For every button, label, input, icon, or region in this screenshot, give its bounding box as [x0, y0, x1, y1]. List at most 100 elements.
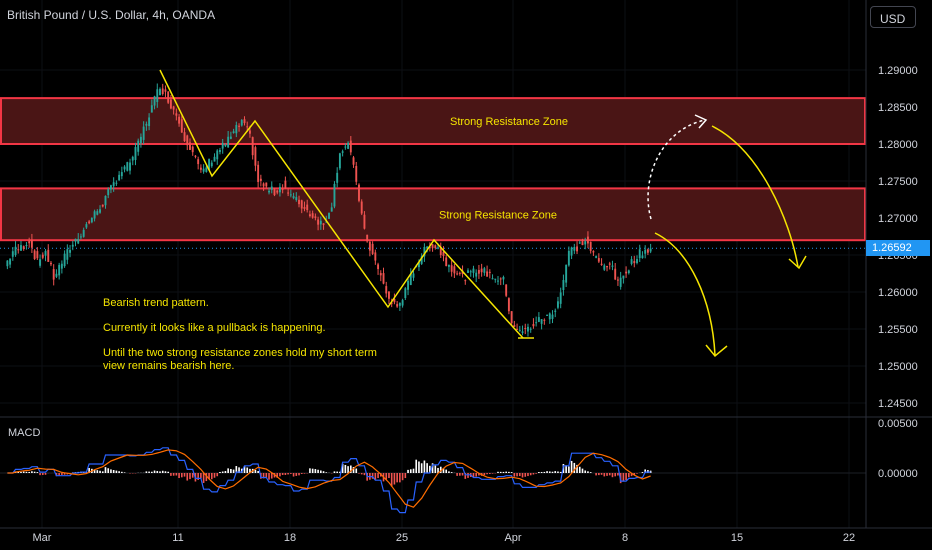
- currency-button[interactable]: USD: [870, 6, 916, 28]
- candle-body: [265, 182, 268, 187]
- candle-body: [134, 147, 137, 160]
- arrow-head-down: [705, 344, 728, 358]
- candle-body: [325, 221, 328, 223]
- candle-body: [300, 200, 303, 209]
- time-tick-label: 11: [172, 532, 183, 544]
- candle-body: [238, 125, 241, 127]
- resistance-zones: Strong Resistance Zone Strong Resistance …: [0, 97, 866, 249]
- candle-body: [268, 190, 270, 193]
- candle-body: [510, 311, 513, 324]
- candle-body: [551, 314, 554, 319]
- candle-body: [649, 248, 652, 252]
- candle-body: [319, 220, 322, 225]
- candle-body: [497, 280, 499, 282]
- candle-body: [20, 245, 22, 251]
- price-tick-label: 1.26000: [878, 287, 918, 299]
- candle-body: [467, 270, 469, 273]
- resistance-zone-label: Strong Resistance Zone: [450, 116, 568, 128]
- candle-body: [379, 273, 382, 276]
- candlestick-series: [6, 83, 652, 337]
- candle-body: [169, 99, 172, 109]
- candle-body: [548, 313, 551, 320]
- candle-body: [39, 259, 42, 266]
- candle-body: [30, 239, 33, 248]
- candle-body: [396, 304, 399, 307]
- price-tick-label: 1.28000: [878, 139, 918, 151]
- candle-body: [431, 244, 434, 249]
- candle-body: [366, 234, 369, 242]
- candle-body: [213, 156, 216, 162]
- macd-panel: [0, 447, 866, 514]
- candle-body: [494, 278, 497, 280]
- arrow-head-up: [694, 114, 708, 129]
- candle-body: [52, 269, 55, 280]
- candle-body: [229, 136, 232, 139]
- candle-body: [374, 252, 377, 261]
- candle-body: [437, 247, 439, 249]
- candle-body: [311, 213, 314, 218]
- candle-body: [388, 291, 390, 299]
- candle-body: [50, 262, 52, 265]
- candle-body: [524, 327, 527, 329]
- macd-tick-label: 0.00000: [878, 468, 918, 480]
- candle-body: [71, 244, 74, 247]
- candle-body: [281, 188, 284, 190]
- candle-body: [164, 89, 167, 92]
- candle-body: [148, 117, 151, 127]
- note-outlook: Until the two strong resistance zones ho…: [103, 347, 377, 372]
- candle-body: [412, 273, 415, 278]
- candle-body: [603, 265, 606, 270]
- candle-body: [246, 126, 249, 128]
- candle-body: [88, 221, 91, 224]
- candle-body: [175, 113, 178, 116]
- projection-arrow-up: [647, 119, 706, 220]
- candle-body: [417, 262, 420, 268]
- candle-body: [404, 288, 407, 299]
- candle-body: [477, 270, 480, 274]
- candle-body: [597, 258, 600, 262]
- candle-body: [450, 265, 453, 272]
- candle-body: [129, 162, 131, 171]
- candle-body: [17, 249, 20, 251]
- candle-body: [153, 96, 156, 106]
- candle-body: [573, 247, 576, 251]
- trend-lines: [159, 69, 807, 358]
- candle-body: [115, 182, 118, 184]
- candle-body: [210, 162, 213, 167]
- candle-body: [314, 216, 317, 218]
- candle-body: [186, 135, 189, 146]
- candle-body: [104, 195, 107, 206]
- candle-body: [202, 168, 205, 172]
- candle-body: [262, 183, 265, 187]
- candle-body: [216, 150, 219, 160]
- candle-body: [393, 298, 396, 303]
- candle-body: [382, 273, 385, 284]
- candle-body: [90, 218, 93, 223]
- candle-body: [11, 251, 14, 257]
- candle-body: [69, 249, 72, 253]
- candle-body: [251, 137, 254, 156]
- candle-body: [352, 157, 355, 165]
- candle-body: [278, 186, 281, 193]
- candle-body: [641, 255, 644, 259]
- candle-body: [257, 164, 260, 182]
- candle-body: [208, 159, 211, 170]
- candle-body: [619, 277, 622, 287]
- candle-body: [180, 119, 183, 133]
- candle-body: [303, 207, 306, 209]
- time-tick-label: 22: [843, 532, 855, 544]
- candle-body: [273, 189, 276, 196]
- candle-body: [385, 286, 388, 294]
- candle-body: [96, 211, 99, 215]
- candle-body: [554, 310, 557, 312]
- candle-body: [109, 185, 112, 190]
- candle-body: [633, 261, 636, 264]
- candle-body: [578, 242, 581, 244]
- candle-body: [469, 271, 472, 273]
- candle-body: [532, 324, 535, 327]
- candle-body: [540, 319, 543, 324]
- candle-body: [595, 256, 598, 258]
- candle-body: [131, 156, 134, 161]
- candle-body: [581, 241, 584, 246]
